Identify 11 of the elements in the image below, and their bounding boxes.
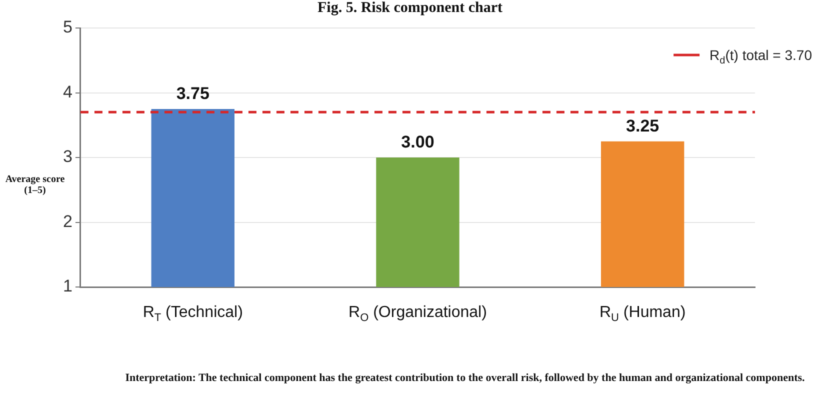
y-axis-title: Average score (1–5) xyxy=(4,174,66,196)
text: Interpretation: The technical component has the greatest contribution to the overall risk, followed by the human and organizational components. xyxy=(124,372,806,384)
y-tick-label: 2 xyxy=(62,212,72,231)
y-tick-label: 4 xyxy=(62,82,72,102)
data-label: 3.75 xyxy=(176,84,210,104)
y-tick-label: 5 xyxy=(62,18,72,37)
chart-title: Fig. 5. Risk component chart xyxy=(316,0,504,17)
y-tick-label: 1 xyxy=(62,276,72,296)
y-tick-label: 3 xyxy=(62,147,72,166)
data-label: 3.00 xyxy=(401,132,434,152)
data-label: 3.25 xyxy=(626,116,660,136)
